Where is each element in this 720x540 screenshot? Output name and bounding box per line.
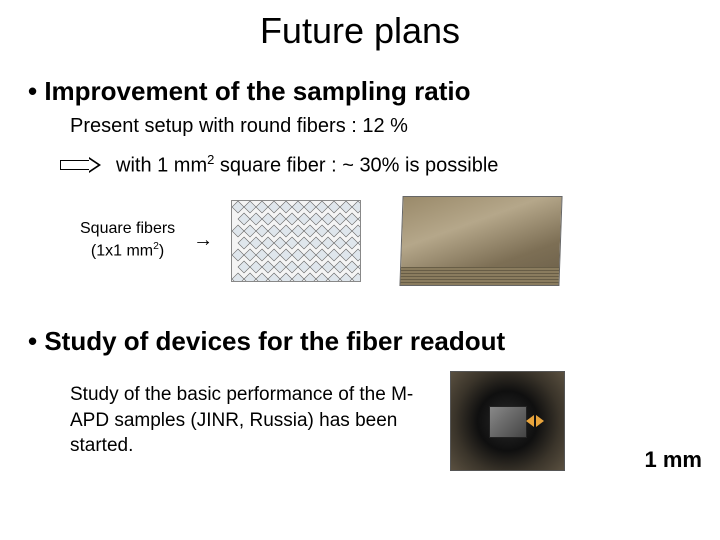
mm-arrows-icon	[526, 415, 544, 427]
readout-row: Study of the basic performance of the M-…	[70, 371, 720, 471]
arrow-improvement-line: with 1 mm2 square fiber : ~ 30% is possi…	[60, 152, 720, 178]
figure-row: Square fibers (1x1 mm2) →	[80, 196, 720, 286]
bullet-sampling-ratio: Improvement of the sampling ratio	[28, 76, 720, 107]
square-fibers-label: Square fibers (1x1 mm2)	[80, 219, 175, 262]
mapd-chip	[489, 406, 527, 438]
mm-label: 1 mm	[641, 446, 706, 474]
mapd-sample-image	[450, 371, 565, 471]
arrow-right-icon	[60, 157, 102, 173]
fiber-pattern-image	[231, 200, 361, 282]
bullet-fiber-readout: Study of devices for the fiber readout	[28, 326, 720, 357]
fiber-slab-image	[400, 196, 563, 286]
present-setup-line: Present setup with round fibers : 12 %	[70, 115, 720, 138]
arrow-right-small-icon: →	[193, 229, 213, 252]
page-title: Future plans	[0, 0, 720, 52]
readout-body-text: Study of the basic performance of the M-…	[70, 382, 420, 459]
square-fiber-line: with 1 mm2 square fiber : ~ 30% is possi…	[116, 152, 498, 178]
